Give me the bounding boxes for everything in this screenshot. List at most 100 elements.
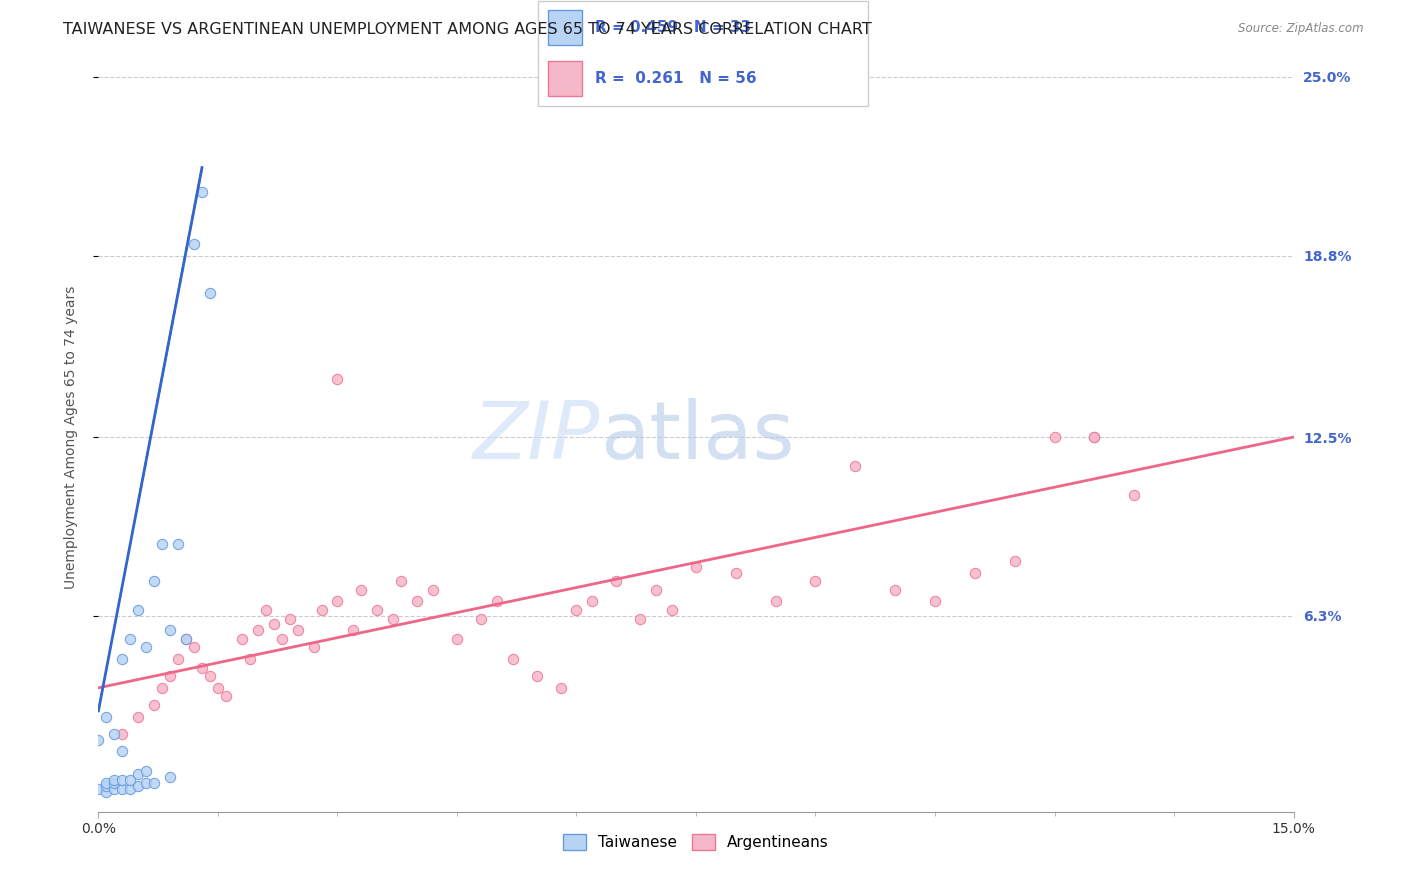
Point (111, 744, 134, 758)
Point (207, 681, 229, 695)
Point (87, 781, 110, 796)
Point (103, 776, 125, 790)
Point (159, 770, 181, 784)
Point (287, 623, 309, 637)
Point (127, 709, 149, 723)
Point (366, 603, 388, 617)
Point (1083, 430, 1105, 444)
Point (246, 623, 269, 637)
Point (103, 772, 125, 787)
Point (581, 594, 603, 608)
Point (470, 612, 492, 626)
Text: R = 0.459   N = 33: R = 0.459 N = 33 (595, 20, 751, 35)
Point (1004, 554, 1026, 568)
Point (183, 640, 205, 655)
Text: ZIP: ZIP (472, 398, 600, 476)
Point (239, 652, 262, 666)
Point (924, 594, 946, 608)
Point (550, 681, 572, 695)
Point (111, 772, 134, 787)
Point (326, 594, 349, 608)
Point (174, 632, 197, 646)
Point (502, 652, 524, 666)
Point (724, 566, 747, 580)
Point (311, 603, 333, 617)
Point (382, 612, 405, 626)
Point (111, 781, 134, 796)
Point (1123, 488, 1146, 502)
Point (350, 582, 373, 597)
Text: R =  0.261   N = 56: R = 0.261 N = 56 (595, 71, 756, 87)
Point (150, 681, 173, 695)
Point (183, 237, 205, 252)
Point (406, 594, 429, 608)
Legend: Taiwanese, Argentineans: Taiwanese, Argentineans (557, 829, 835, 856)
Point (270, 632, 292, 646)
Point (167, 537, 190, 551)
Point (96, 776, 118, 790)
Point (111, 727, 134, 741)
Point (526, 669, 548, 683)
Point (645, 582, 668, 597)
Point (111, 652, 134, 666)
FancyBboxPatch shape (548, 61, 582, 96)
Point (198, 285, 221, 300)
Point (143, 574, 166, 589)
Point (198, 669, 221, 683)
Point (135, 640, 157, 655)
Point (159, 623, 181, 637)
Point (254, 603, 277, 617)
Point (884, 582, 907, 597)
Point (135, 764, 157, 779)
Point (96, 784, 118, 798)
FancyBboxPatch shape (537, 1, 869, 106)
Point (628, 612, 651, 626)
Text: TAIWANESE VS ARGENTINEAN UNEMPLOYMENT AMONG AGES 65 TO 74 YEARS CORRELATION CHAR: TAIWANESE VS ARGENTINEAN UNEMPLOYMENT AM… (63, 22, 872, 37)
Point (167, 652, 190, 666)
Point (143, 698, 166, 712)
Point (326, 372, 349, 386)
Point (565, 603, 588, 617)
Point (389, 574, 412, 589)
Point (120, 781, 142, 796)
Point (127, 779, 149, 793)
Point (103, 727, 125, 741)
Point (485, 594, 508, 608)
Point (963, 566, 986, 580)
Y-axis label: Unemployment Among Ages 65 to 74 years: Unemployment Among Ages 65 to 74 years (63, 285, 77, 589)
Point (804, 574, 827, 589)
Point (215, 690, 238, 704)
Text: atlas: atlas (600, 398, 794, 476)
Point (342, 623, 364, 637)
Point (661, 603, 683, 617)
Point (143, 776, 166, 790)
Point (103, 781, 125, 796)
Point (685, 559, 707, 574)
Point (191, 185, 214, 199)
Point (422, 582, 444, 597)
Point (263, 617, 285, 632)
Point (605, 574, 627, 589)
Point (302, 640, 325, 655)
Point (765, 594, 787, 608)
Text: Source: ZipAtlas.com: Source: ZipAtlas.com (1239, 22, 1364, 36)
Point (96, 709, 118, 723)
Point (1083, 430, 1105, 444)
Point (1043, 430, 1066, 444)
Point (87, 732, 110, 747)
Point (96, 779, 118, 793)
Point (844, 458, 866, 473)
Point (231, 632, 253, 646)
Point (174, 632, 197, 646)
FancyBboxPatch shape (548, 10, 582, 45)
Point (127, 767, 149, 781)
Point (120, 632, 142, 646)
Point (446, 632, 468, 646)
Point (127, 603, 149, 617)
Point (191, 660, 214, 674)
Point (278, 612, 301, 626)
Point (120, 772, 142, 787)
Point (150, 537, 173, 551)
Point (135, 776, 157, 790)
Point (159, 669, 181, 683)
